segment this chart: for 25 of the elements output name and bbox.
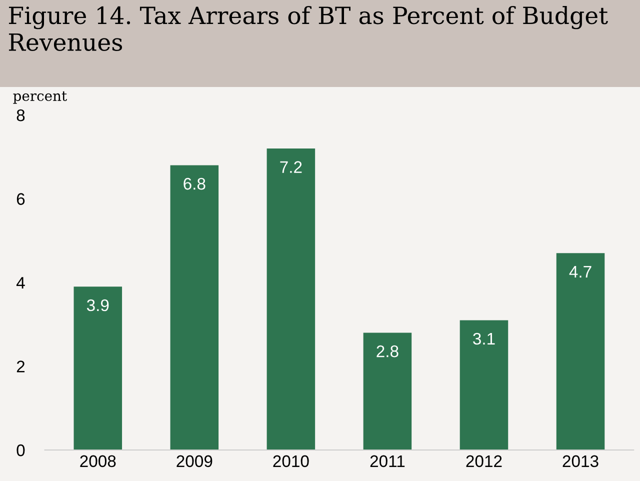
y-axis-title: percent: [13, 91, 67, 104]
chart-title: Figure 14. Tax Arrears of BT as Percent of Budget Revenues: [8, 6, 608, 52]
data-label: 3.9: [86, 299, 109, 312]
x-tick-label: 2011: [370, 455, 405, 468]
y-tick-label: 0: [16, 444, 25, 456]
data-label: 3.1: [473, 332, 495, 345]
bar: [556, 253, 605, 450]
x-tick-label: 2008: [80, 455, 116, 468]
y-tick-label: 8: [16, 109, 25, 122]
bar: [460, 320, 508, 450]
x-tick-label: 2013: [562, 455, 598, 468]
x-tick-label: 2009: [176, 455, 212, 468]
data-label: 2.8: [376, 345, 398, 358]
x-tick-label: 2010: [273, 455, 309, 468]
data-label: 4.7: [569, 266, 592, 278]
bar: [363, 332, 412, 450]
y-tick-label: 2: [16, 360, 25, 372]
bar: [170, 165, 219, 450]
x-tick-label: 2012: [466, 455, 502, 468]
bar: [266, 148, 316, 450]
bar: [74, 286, 122, 450]
y-tick-label: 4: [16, 277, 25, 289]
data-label: 7.2: [280, 161, 302, 173]
y-tick-label: 6: [16, 193, 25, 205]
data-label: 6.8: [184, 178, 206, 190]
